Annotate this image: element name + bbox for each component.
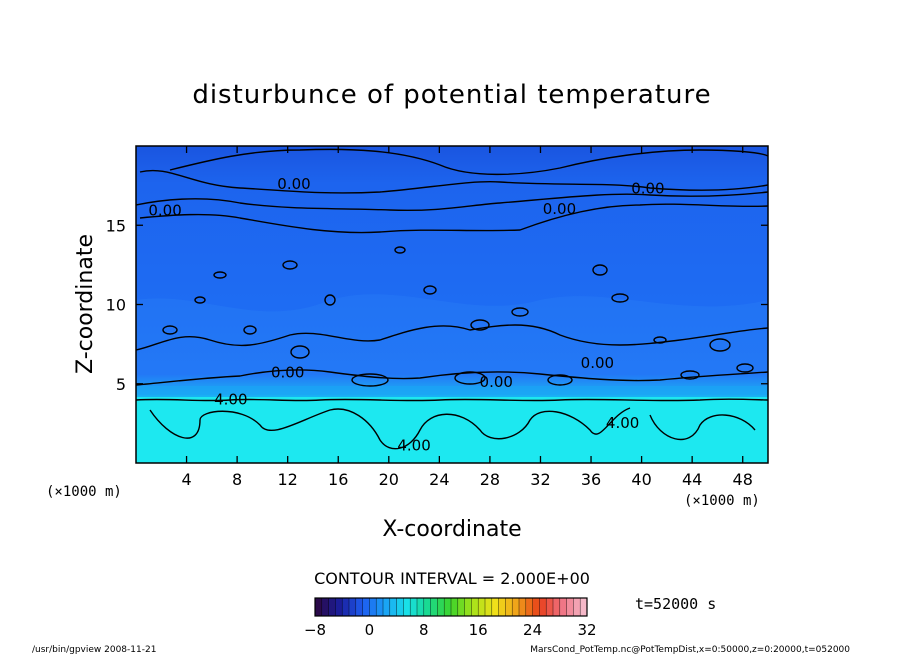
colorbar-tick-label: 8 [419, 621, 429, 639]
y-tick-label: 15 [106, 216, 126, 235]
colorbar: −8 0 8 16 24 32 [304, 597, 597, 639]
y-tick-label: 5 [116, 375, 126, 394]
colorbar-cell [519, 598, 527, 616]
colorbar-cell [546, 598, 554, 616]
colorbar-cell [342, 598, 350, 616]
colorbar-cell [430, 598, 438, 616]
colorbar-cell [471, 598, 479, 616]
contour-upper-4 [136, 191, 768, 212]
colorbar-cell [437, 598, 445, 616]
colorbar-tick-label: 32 [577, 621, 596, 639]
contour-lower-2 [149, 407, 631, 450]
contour-upper-3 [139, 203, 768, 234]
colorbar-cell [464, 598, 472, 616]
transition-layer [136, 386, 768, 397]
colorbar-tick-label: 24 [523, 621, 542, 639]
x-tick-label: 48 [733, 470, 753, 489]
contour-lower-1 [136, 398, 768, 402]
x-tick-label: 28 [480, 470, 500, 489]
contour-label: 0.00 [631, 180, 664, 198]
colorbar-cell [396, 598, 404, 616]
colorbar-cell [423, 598, 432, 616]
x-axis-label: X-coordinate [382, 517, 521, 542]
lower-layer [136, 396, 768, 463]
colorbar-cell [403, 598, 411, 616]
colorbar-cell [491, 598, 500, 616]
colorbar-cell [457, 598, 466, 616]
contour-label: 4.00 [606, 414, 639, 432]
colorbar-cell [573, 598, 581, 616]
x-tick-label: 16 [328, 470, 348, 489]
colorbar-cell [553, 598, 561, 616]
chart-title: disturbunce of potential temperature [192, 80, 711, 110]
contour-lower-3 [649, 414, 756, 441]
colorbar-cell [369, 598, 377, 616]
x-tick-label: 8 [232, 470, 242, 489]
contour-labels: 0.00 0.00 0.00 0.00 0.00 0.00 0.00 4.00 4.00 4.00 [148, 175, 664, 455]
colorbar-tick-label: 0 [365, 621, 375, 639]
colorbar-cell [315, 598, 323, 616]
colorbar-cell [444, 598, 452, 616]
contour-label: 0.00 [543, 200, 576, 218]
x-tick-label: 44 [682, 470, 702, 489]
colorbar-cell [417, 598, 425, 616]
colorbar-frame [314, 597, 588, 617]
contour-mid-2 [136, 324, 768, 351]
colorbar-cell [512, 598, 520, 616]
colorbar-cell [410, 598, 418, 616]
time-label: t=52000 s [635, 595, 716, 613]
contour-label: 0.00 [480, 373, 513, 391]
plot-area: 0.00 0.00 0.00 0.00 0.00 0.00 0.00 4.00 4.00 4.00 [136, 146, 768, 463]
colorbar-cell [383, 598, 391, 616]
colorbar-cell [362, 598, 370, 616]
y-tick-label: 10 [106, 296, 126, 315]
footer-left: /usr/bin/gpview 2008-11-21 [32, 645, 156, 654]
contour-label: 0.00 [271, 363, 304, 381]
x-tick-label: 36 [581, 470, 601, 489]
x-tick-label: 12 [278, 470, 298, 489]
colorbar-tick-label: −8 [304, 621, 326, 639]
contour-lines [136, 148, 768, 450]
colorbar-cell [485, 598, 493, 616]
colorbar-cell [349, 598, 357, 616]
colorbar-cell [478, 598, 486, 616]
contour-label: 4.00 [214, 390, 247, 408]
contour-interval-label: CONTOUR INTERVAL = 2.000E+00 [314, 569, 590, 588]
contour-label: 0.00 [581, 354, 614, 372]
colorbar-cell [505, 598, 513, 616]
colorbar-cell [532, 598, 540, 616]
y-unit-label: (×1000 m) [46, 484, 122, 500]
contour-label: 4.00 [397, 436, 430, 454]
colorbar-cell [328, 598, 336, 616]
x-tick-label: 20 [379, 470, 399, 489]
colorbar-tick-label: 16 [469, 621, 488, 639]
x-tick-label: 40 [631, 470, 651, 489]
colorbar-cell [389, 598, 398, 616]
x-unit-label: (×1000 m) [684, 493, 760, 509]
y-axis: 5 10 15 [106, 216, 768, 394]
colorbar-cell [559, 598, 568, 616]
x-tick-label: 4 [181, 470, 191, 489]
contour-label: 0.00 [277, 175, 310, 193]
colorbar-cell [566, 598, 574, 616]
colorbar-cell [525, 598, 534, 616]
contour-mid-1 [136, 369, 768, 386]
colorbar-cell [580, 598, 588, 616]
colorbar-cell [335, 598, 343, 616]
colorbar-cell [355, 598, 364, 616]
x-tick-label: 24 [429, 470, 449, 489]
footer-right: MarsCond_PotTemp.nc@PotTempDist,x=0:5000… [530, 645, 850, 654]
x-axis: 4 8 12 16 20 24 28 32 36 40 44 48 [181, 146, 753, 489]
contour-upper-1 [169, 148, 768, 176]
colorbar-cell [451, 598, 459, 616]
y-axis-label: Z-coordinate [73, 234, 98, 374]
x-tick-label: 32 [530, 470, 550, 489]
colorbar-cell [321, 598, 330, 616]
colorbar-cell [539, 598, 547, 616]
contour-label: 0.00 [148, 202, 181, 220]
colorbar-cell [498, 598, 506, 616]
colorbar-cell [376, 598, 384, 616]
contour-upper-2 [139, 169, 768, 194]
